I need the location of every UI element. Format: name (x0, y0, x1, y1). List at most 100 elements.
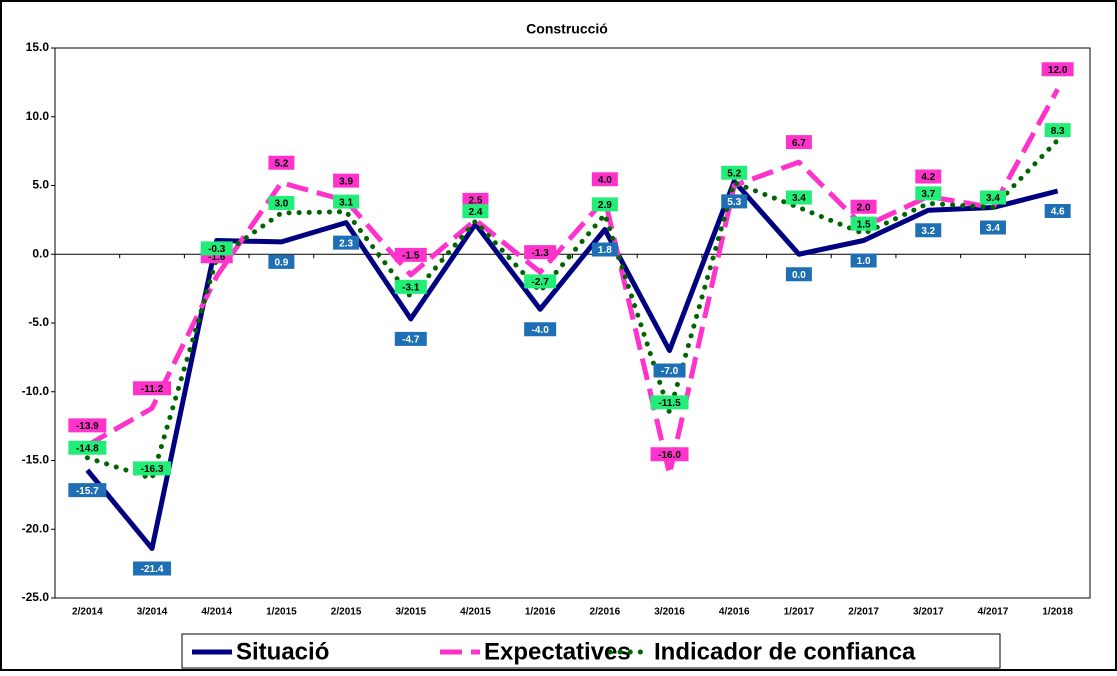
x-tick-label: 1/2017 (784, 607, 815, 618)
value-label: 1.5 (857, 219, 871, 230)
value-label-box (133, 381, 172, 396)
value-label-box (462, 204, 489, 219)
value-label-box (394, 247, 427, 262)
value-label: 1.8 (598, 245, 612, 256)
y-tick-label: -20.0 (22, 521, 50, 535)
value-label: 4.6 (1051, 207, 1065, 218)
value-label: 2.3 (339, 238, 353, 249)
value-label-box (200, 241, 233, 256)
legend-box (181, 633, 1001, 669)
legend-label: Situació (236, 638, 329, 665)
value-label: -1.5 (402, 251, 420, 262)
value-label: -11.5 (658, 398, 681, 409)
value-label: -14.8 (76, 443, 99, 454)
value-label: 0.9 (274, 258, 288, 269)
y-tick-label: -5.0 (28, 315, 49, 329)
x-tick-label: 2/2014 (72, 607, 103, 618)
y-tick-label: 0.0 (32, 246, 49, 260)
value-label: -11.2 (141, 384, 164, 395)
value-label: -15.7 (76, 486, 99, 497)
value-label-box (268, 254, 295, 269)
value-label-box (268, 196, 295, 210)
legend-label: Expectatives (484, 638, 631, 665)
value-label-box (68, 483, 107, 498)
value-label: -16.0 (658, 450, 681, 461)
value-label-box (591, 172, 618, 187)
value-label: 5.3 (727, 197, 741, 208)
series-line (84, 137, 1061, 481)
value-label-box (850, 216, 877, 231)
x-tick-label: 2/2016 (590, 607, 621, 618)
value-label-box (591, 197, 618, 212)
value-label-box (915, 186, 942, 201)
x-tick-label: 1/2018 (1042, 607, 1073, 618)
value-label: -16.3 (141, 464, 164, 475)
value-label-box (915, 169, 942, 184)
value-label: 2.5 (469, 196, 483, 207)
value-label-box (979, 190, 1006, 205)
value-label-box (1044, 123, 1071, 138)
value-label-box (462, 192, 489, 207)
x-tick-label: 3/2014 (137, 607, 168, 618)
value-label: 0.0 (792, 270, 806, 281)
value-label-box (650, 447, 689, 462)
y-tick-label: 10.0 (26, 109, 50, 123)
value-label: 3.4 (986, 223, 1000, 234)
x-tick-label: 1/2015 (266, 607, 297, 618)
x-tick-label: 2/2015 (331, 607, 362, 618)
value-label-box (68, 418, 107, 433)
y-tick-label: -10.0 (22, 384, 50, 398)
value-label-box (394, 279, 427, 294)
value-label: -4.0 (532, 325, 550, 336)
value-label-box (268, 155, 295, 170)
value-label-box (1041, 62, 1074, 77)
x-tick-label: 4/2017 (978, 607, 1009, 618)
x-tick-label: 3/2015 (395, 607, 426, 618)
y-tick-label: 5.0 (32, 178, 49, 192)
y-tick-label: -25.0 (22, 590, 50, 604)
value-label-box (850, 253, 877, 268)
value-label: -21.4 (141, 564, 164, 575)
value-label: 3.2 (921, 226, 935, 237)
value-label-box (785, 267, 812, 282)
value-label-box (524, 322, 557, 337)
value-label: 3.4 (986, 193, 1000, 204)
value-label: -4.7 (402, 335, 420, 346)
value-label-box (653, 363, 686, 378)
value-label-box (133, 461, 172, 476)
value-label: -2.7 (532, 277, 550, 288)
value-label: -7.0 (661, 366, 679, 377)
value-label: 3.4 (792, 193, 806, 204)
value-label-box (394, 331, 427, 346)
value-label-box (785, 135, 812, 150)
value-label-box (68, 440, 107, 455)
value-label: 4.2 (921, 172, 935, 183)
value-label-box (979, 220, 1006, 235)
value-label-box (785, 190, 812, 205)
x-tick-label: 4/2014 (201, 607, 232, 618)
x-tick-label: 2/2017 (848, 607, 879, 618)
legend-label: Indicador de confianca (654, 638, 916, 665)
x-tick-label: 1/2016 (525, 607, 556, 618)
value-label-box (915, 223, 942, 238)
y-tick-label: -15.0 (22, 453, 50, 467)
x-tick-label: 3/2017 (913, 607, 944, 618)
value-label: 4.0 (598, 175, 612, 186)
value-label-box (524, 274, 557, 289)
x-tick-label: 3/2016 (654, 607, 685, 618)
value-label-box (1044, 204, 1071, 218)
x-tick-label: 4/2015 (460, 607, 491, 618)
value-label-box (524, 245, 557, 260)
value-label-box (721, 194, 748, 209)
value-label-box (133, 561, 172, 576)
value-label: 3.1 (339, 197, 353, 208)
value-label: 3.0 (274, 199, 288, 210)
value-label: 3.7 (921, 189, 935, 200)
value-label-box (850, 199, 877, 214)
value-label: -3.1 (402, 283, 420, 294)
value-label-box (650, 395, 689, 410)
value-label: 6.7 (792, 138, 806, 149)
series-line (86, 88, 1060, 477)
value-label-box (333, 235, 360, 250)
series-line (85, 178, 1059, 551)
